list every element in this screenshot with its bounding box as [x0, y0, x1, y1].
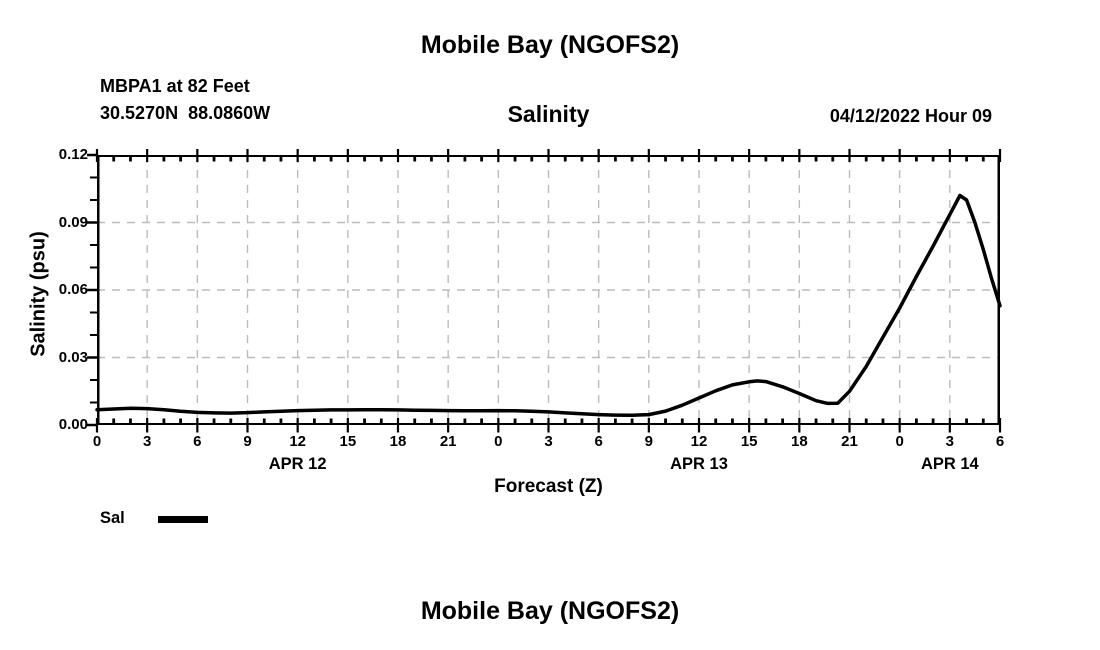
station-label: MBPA1 at 82 Feet — [100, 76, 250, 96]
y-tick-label: 0.06 — [58, 281, 88, 298]
x-day-label: APR 13 — [670, 455, 728, 473]
x-tick-label: 3 — [945, 433, 954, 450]
salinity-line-chart — [87, 149, 1002, 433]
x-tick-label: 6 — [193, 433, 202, 450]
y-tick-label: 0.03 — [58, 348, 88, 366]
x-day-label: APR 14 — [920, 455, 979, 473]
salinity-series-line — [95, 193, 1002, 418]
y-tick-label: 0.09 — [58, 213, 88, 231]
x-tick-label: 9 — [243, 433, 252, 450]
x-tick-label: 3 — [544, 433, 553, 450]
x-tick-label: 18 — [389, 433, 407, 450]
x-tick-label: 15 — [339, 433, 357, 450]
forecast-datetime: 04/12/2022 Hour 09 — [829, 106, 992, 126]
page-title: Mobile Bay (NGOFS2) — [420, 31, 680, 59]
footer-title: Mobile Bay (NGOFS2) — [420, 597, 680, 625]
x-tick-label: 9 — [644, 433, 653, 450]
x-tick-label: 21 — [439, 433, 457, 450]
x-tick-label: 12 — [690, 433, 708, 450]
legend-series-label: Sal — [100, 509, 125, 527]
x-tick-label: 21 — [841, 433, 858, 450]
x-tick-label: 6 — [995, 433, 1005, 450]
x-tick-label: 3 — [142, 433, 152, 450]
y-tick-label: 0.12 — [58, 146, 88, 163]
x-tick-label: 15 — [740, 433, 758, 450]
chart-subtitle: Salinity — [507, 101, 590, 127]
x-day-label: APR 12 — [268, 455, 327, 473]
station-coordinates: 30.5270N 88.0860W — [100, 103, 271, 123]
x-tick-label: 0 — [895, 433, 904, 450]
x-tick-label: 18 — [790, 433, 808, 450]
x-tick-label: 6 — [594, 433, 603, 450]
x-tick-label: 0 — [494, 433, 503, 450]
x-tick-label: 12 — [289, 433, 306, 450]
legend-line-swatch — [158, 516, 208, 523]
x-tick-label: 0 — [92, 433, 102, 450]
x-axis-label: Forecast (Z) — [494, 476, 603, 497]
y-tick-label: 0.00 — [58, 416, 88, 433]
